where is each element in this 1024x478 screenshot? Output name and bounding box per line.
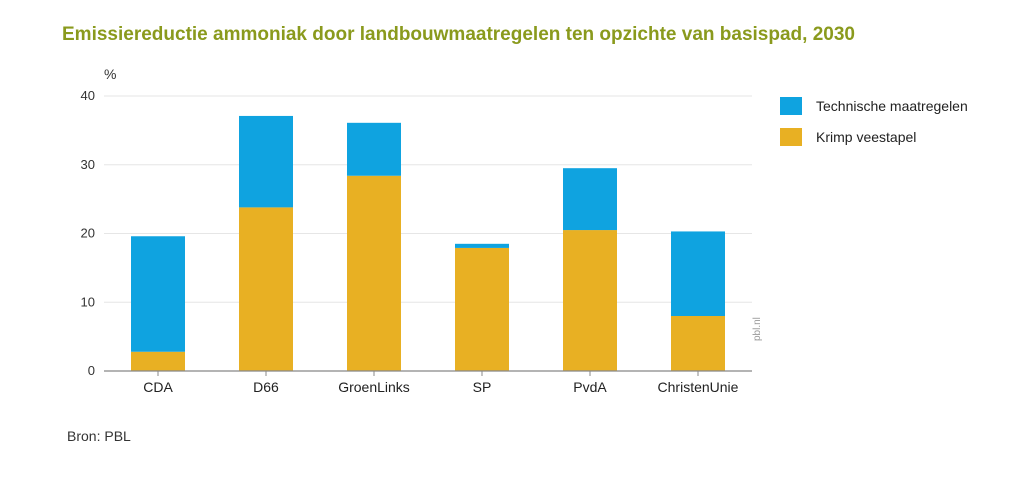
- y-tick-label-20: 20: [81, 226, 95, 241]
- bar-d66-technische: [239, 115, 293, 208]
- legend: Technische maatregelen Krimp veestapel: [780, 95, 968, 157]
- legend-item-technische: Technische maatregelen: [780, 95, 968, 117]
- bar-sp-krimp: [455, 247, 509, 371]
- y-tick-label-10: 10: [81, 294, 95, 309]
- y-tick-label-0: 0: [88, 363, 95, 378]
- legend-swatch-krimp: [780, 128, 802, 146]
- x-tick-label-pvda: PvdA: [573, 379, 607, 395]
- bar-christenunie-krimp: [671, 316, 725, 371]
- source-note: Bron: PBL: [67, 428, 131, 444]
- x-tick-label-sp: SP: [473, 379, 492, 395]
- bar-sp-technische: [455, 243, 509, 248]
- x-tick-label-groenlinks: GroenLinks: [338, 379, 410, 395]
- x-tick-label-christenunie: ChristenUnie: [658, 379, 739, 395]
- x-tick-label-d66: D66: [253, 379, 279, 395]
- legend-label-krimp: Krimp veestapel: [816, 129, 917, 145]
- bar-groenlinks-technische: [347, 122, 401, 176]
- legend-item-krimp: Krimp veestapel: [780, 126, 968, 148]
- watermark: pbl.nl: [752, 317, 763, 341]
- y-axis-unit: %: [104, 66, 117, 82]
- y-tick-label-30: 30: [81, 157, 95, 172]
- legend-swatch-technische: [780, 97, 802, 115]
- bar-d66-krimp: [239, 207, 293, 371]
- bar-pvda-krimp: [563, 230, 617, 371]
- chart-title: Emissiereductie ammoniak door landbouwma…: [62, 24, 855, 45]
- bar-pvda-technische: [563, 168, 617, 231]
- y-tick-label-40: 40: [81, 88, 95, 103]
- grid-lines: [104, 95, 752, 303]
- bar-cda-technische: [131, 236, 185, 352]
- bar-christenunie-technische: [671, 231, 725, 316]
- axes: 0 10 20 30 40 CDA D66 GroenLinks SP PvdA ChristenU…: [81, 88, 752, 395]
- legend-label-technische: Technische maatregelen: [816, 98, 968, 114]
- x-tick-label-cda: CDA: [143, 379, 173, 395]
- bars: [131, 115, 725, 371]
- bar-groenlinks-krimp: [347, 175, 401, 371]
- bar-cda-krimp: [131, 351, 185, 371]
